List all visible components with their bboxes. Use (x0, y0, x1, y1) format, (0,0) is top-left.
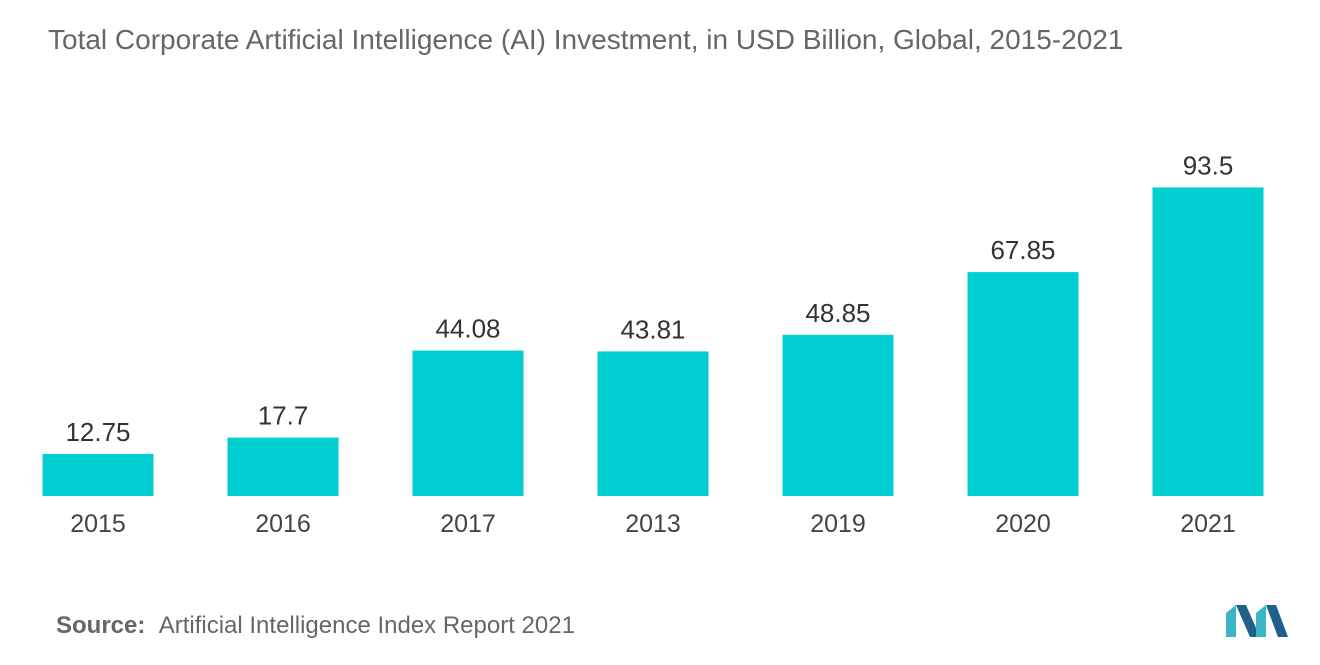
x-tick-label: 2021 (1180, 510, 1236, 538)
bar-value-label: 67.85 (990, 235, 1055, 265)
source-label: Source: (56, 612, 146, 639)
x-tick-label: 2017 (440, 510, 496, 538)
x-tick-label: 2016 (255, 510, 311, 538)
source-line: Source: Artificial Intelligence Index Re… (56, 612, 575, 640)
bar-2013 (597, 351, 709, 496)
bar-2021 (1152, 187, 1264, 496)
bar-chart: 12.75 2015 17.7 2016 44.08 2017 43.81 2013 48.85… (42, 150, 1264, 538)
bar-value-label: 44.08 (435, 314, 500, 344)
bar-2016 (227, 437, 339, 496)
bar-2020 (967, 272, 1079, 496)
x-tick-label: 2020 (995, 510, 1051, 538)
x-tick-label: 2015 (70, 510, 126, 538)
mordor-intelligence-logo-icon (1226, 605, 1288, 637)
chart-title: Total Corporate Artificial Intelligence … (48, 24, 1124, 55)
x-tick-label: 2019 (810, 510, 866, 538)
bar-value-label: 43.81 (620, 314, 685, 344)
bar-value-label: 12.75 (65, 417, 130, 447)
bar-2019 (782, 334, 894, 496)
bar-2015 (42, 453, 154, 496)
x-tick-label: 2013 (625, 510, 681, 538)
bar-2017 (412, 350, 524, 496)
bar-value-label: 93.5 (1183, 150, 1234, 180)
source-text: Artificial Intelligence Index Report 202… (158, 612, 575, 639)
bar-value-label: 17.7 (258, 401, 309, 431)
bar-value-label: 48.85 (805, 298, 870, 328)
